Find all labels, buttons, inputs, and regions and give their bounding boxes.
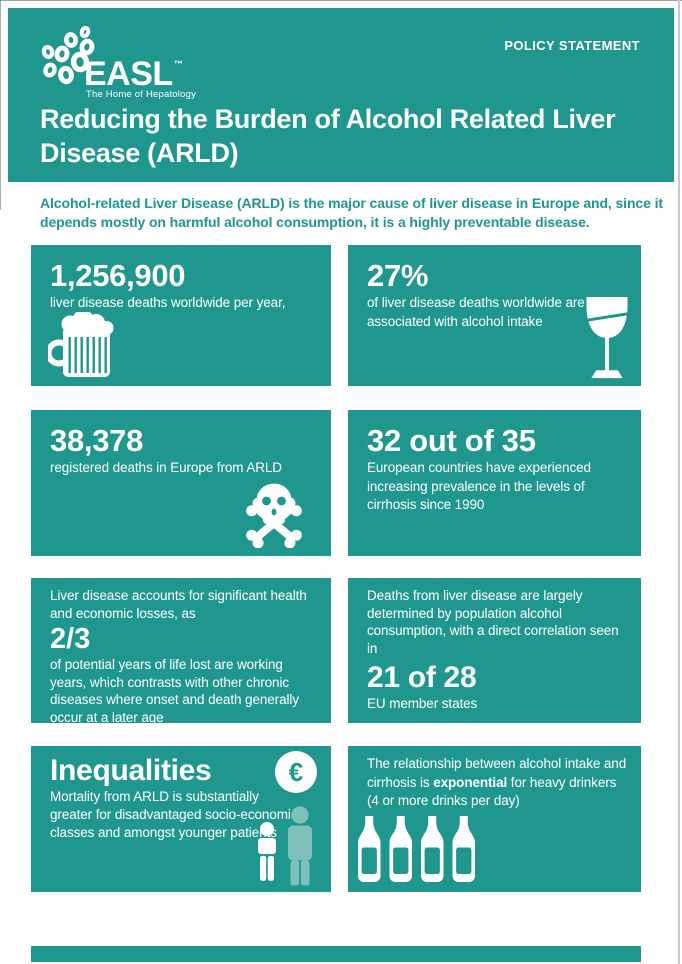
trademark-symbol: ™ [173,59,183,69]
skull-crossbones-icon [246,483,302,548]
stat-number: 21 of 28 [367,661,477,694]
stat-text: of liver disease deaths worldwide are as… [367,295,585,329]
page-left-edge [0,0,2,210]
beer-mug-icon [48,312,114,377]
easl-name: EASL [84,55,173,93]
stat-text: of potential years of life lost are work… [50,657,299,725]
beer-bottles-icon [358,816,475,882]
stat-text-pre: The relationship between alcohol intake … [367,756,627,790]
stat-box-alcohol-share: 27% of liver disease deaths worldwide ar… [348,245,641,386]
stat-number: 2/3 [50,623,91,655]
stat-number: 32 out of 35 [367,423,536,458]
wine-glass-icon [584,297,630,379]
easl-wordmark: EASL™ [84,46,183,92]
stat-text-bold: exponential [433,774,508,790]
stat-box-europe-deaths: 38,378 registered deaths in Europe from … [31,410,331,556]
easl-tagline: The Home of Hepatology [86,89,197,100]
intro-paragraph: Alcohol-related Liver Disease (ARLD) is … [40,195,663,230]
stat-box-correlation: Deaths from liver disease are largely de… [348,578,641,723]
footer-bar [31,946,641,962]
policy-statement-badge: POLICY STATEMENT [504,38,640,53]
stat-text-post: for heavy drinkers (4 or more drinks per… [367,774,617,809]
stat-box-deaths-worldwide: 1,256,900 liver disease deaths worldwide… [31,245,331,386]
euro-coin-icon: € [275,751,317,793]
stat-text: registered deaths in Europe from ARLD [50,460,282,475]
stat-number: 38,378 [50,423,144,458]
euro-symbol: € [289,757,303,787]
stat-lead-text: Liver disease accounts for significant h… [50,588,307,621]
stat-box-exponential: The relationship between alcohol intake … [348,746,641,892]
people-icon [258,806,312,886]
page-right-edge [678,0,680,964]
header-band: EASL™ The Home of Hepatology POLICY STAT… [8,8,674,182]
stat-box-life-years: Liver disease accounts for significant h… [31,578,331,725]
stat-number: 27% [367,258,429,293]
stat-text: The relationship between alcohol intake … [367,755,629,811]
stat-text: liver disease deaths worldwide per year, [50,295,286,310]
stat-box-inequalities: Inequalities Mortality from ARLD is subs… [31,746,331,892]
page-title: Reducing the Burden of Alcohol Related L… [40,104,616,168]
stat-text: EU member states [367,696,478,711]
stat-box-countries: 32 out of 35 European countries have exp… [348,410,641,556]
easl-cells-icon [41,25,95,85]
stat-text: European countries have experienced incr… [367,460,591,512]
stat-number: 1,256,900 [50,258,186,293]
stat-heading: Inequalities [50,754,212,787]
stat-text: Mortality from ARLD is substantially gre… [50,789,298,840]
page-top-edge [0,0,682,2]
stat-lead-text: Deaths from liver disease are largely de… [367,588,619,656]
